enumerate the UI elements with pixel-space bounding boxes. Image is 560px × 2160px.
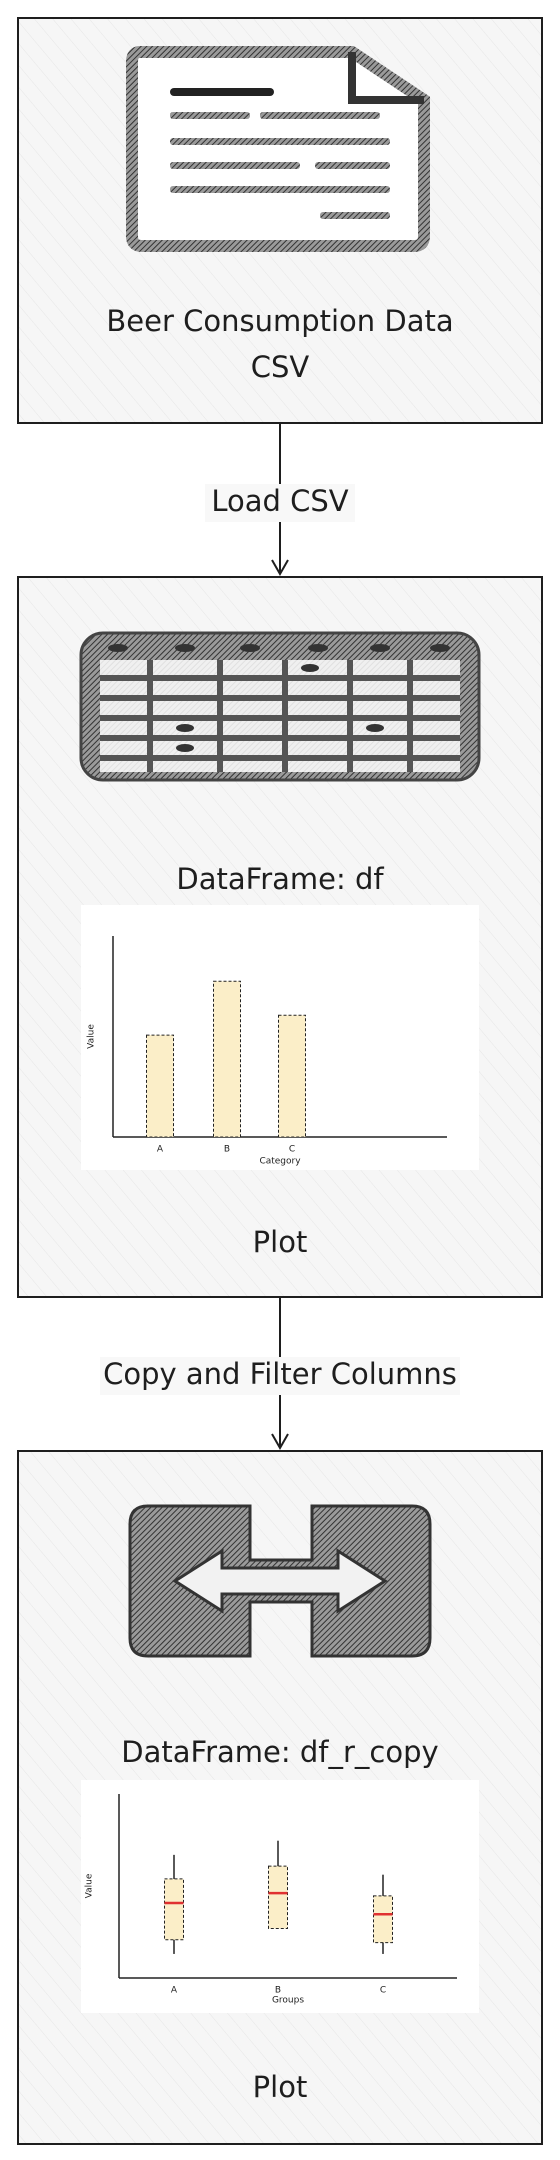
y-axis-title: Value: [87, 1024, 97, 1049]
node-label: DataFrame: df: [176, 862, 384, 896]
document-icon: [126, 46, 430, 252]
edge-label-bg: [205, 484, 355, 522]
box-body: [268, 1865, 288, 1929]
bar: [213, 980, 241, 1138]
arrow-head: [271, 1433, 289, 1451]
node-caption: Plot: [253, 1225, 308, 1259]
node-label: DataFrame: df_r_copy: [121, 1735, 438, 1769]
swap-icon: [128, 1504, 432, 1658]
x-tick-label: B: [275, 1986, 281, 1996]
y-axis-title: Value: [85, 1873, 95, 1898]
edge-label: Copy and Filter Columns: [103, 1357, 457, 1391]
box-body: [373, 1895, 393, 1944]
x-tick-label: A: [171, 1986, 178, 1996]
x-tick-label: A: [157, 1145, 164, 1155]
x-axis-title: Groups: [272, 1996, 304, 2006]
edge-label: Load CSV: [211, 484, 348, 518]
box-body: [164, 1878, 184, 1941]
x-tick-label: C: [289, 1145, 295, 1155]
node-label: Beer Consumption Data: [106, 304, 453, 338]
node-label: CSV: [251, 350, 310, 384]
x-axis-title: Category: [259, 1157, 301, 1167]
arrow-head: [271, 559, 289, 577]
node-caption: Plot: [253, 2070, 308, 2104]
x-tick-label: C: [380, 1986, 386, 1996]
table-icon: [79, 631, 481, 782]
bar: [146, 1034, 174, 1138]
x-tick-label: B: [224, 1145, 230, 1155]
bar: [278, 1014, 306, 1138]
edge-label-bg: [100, 1357, 460, 1395]
